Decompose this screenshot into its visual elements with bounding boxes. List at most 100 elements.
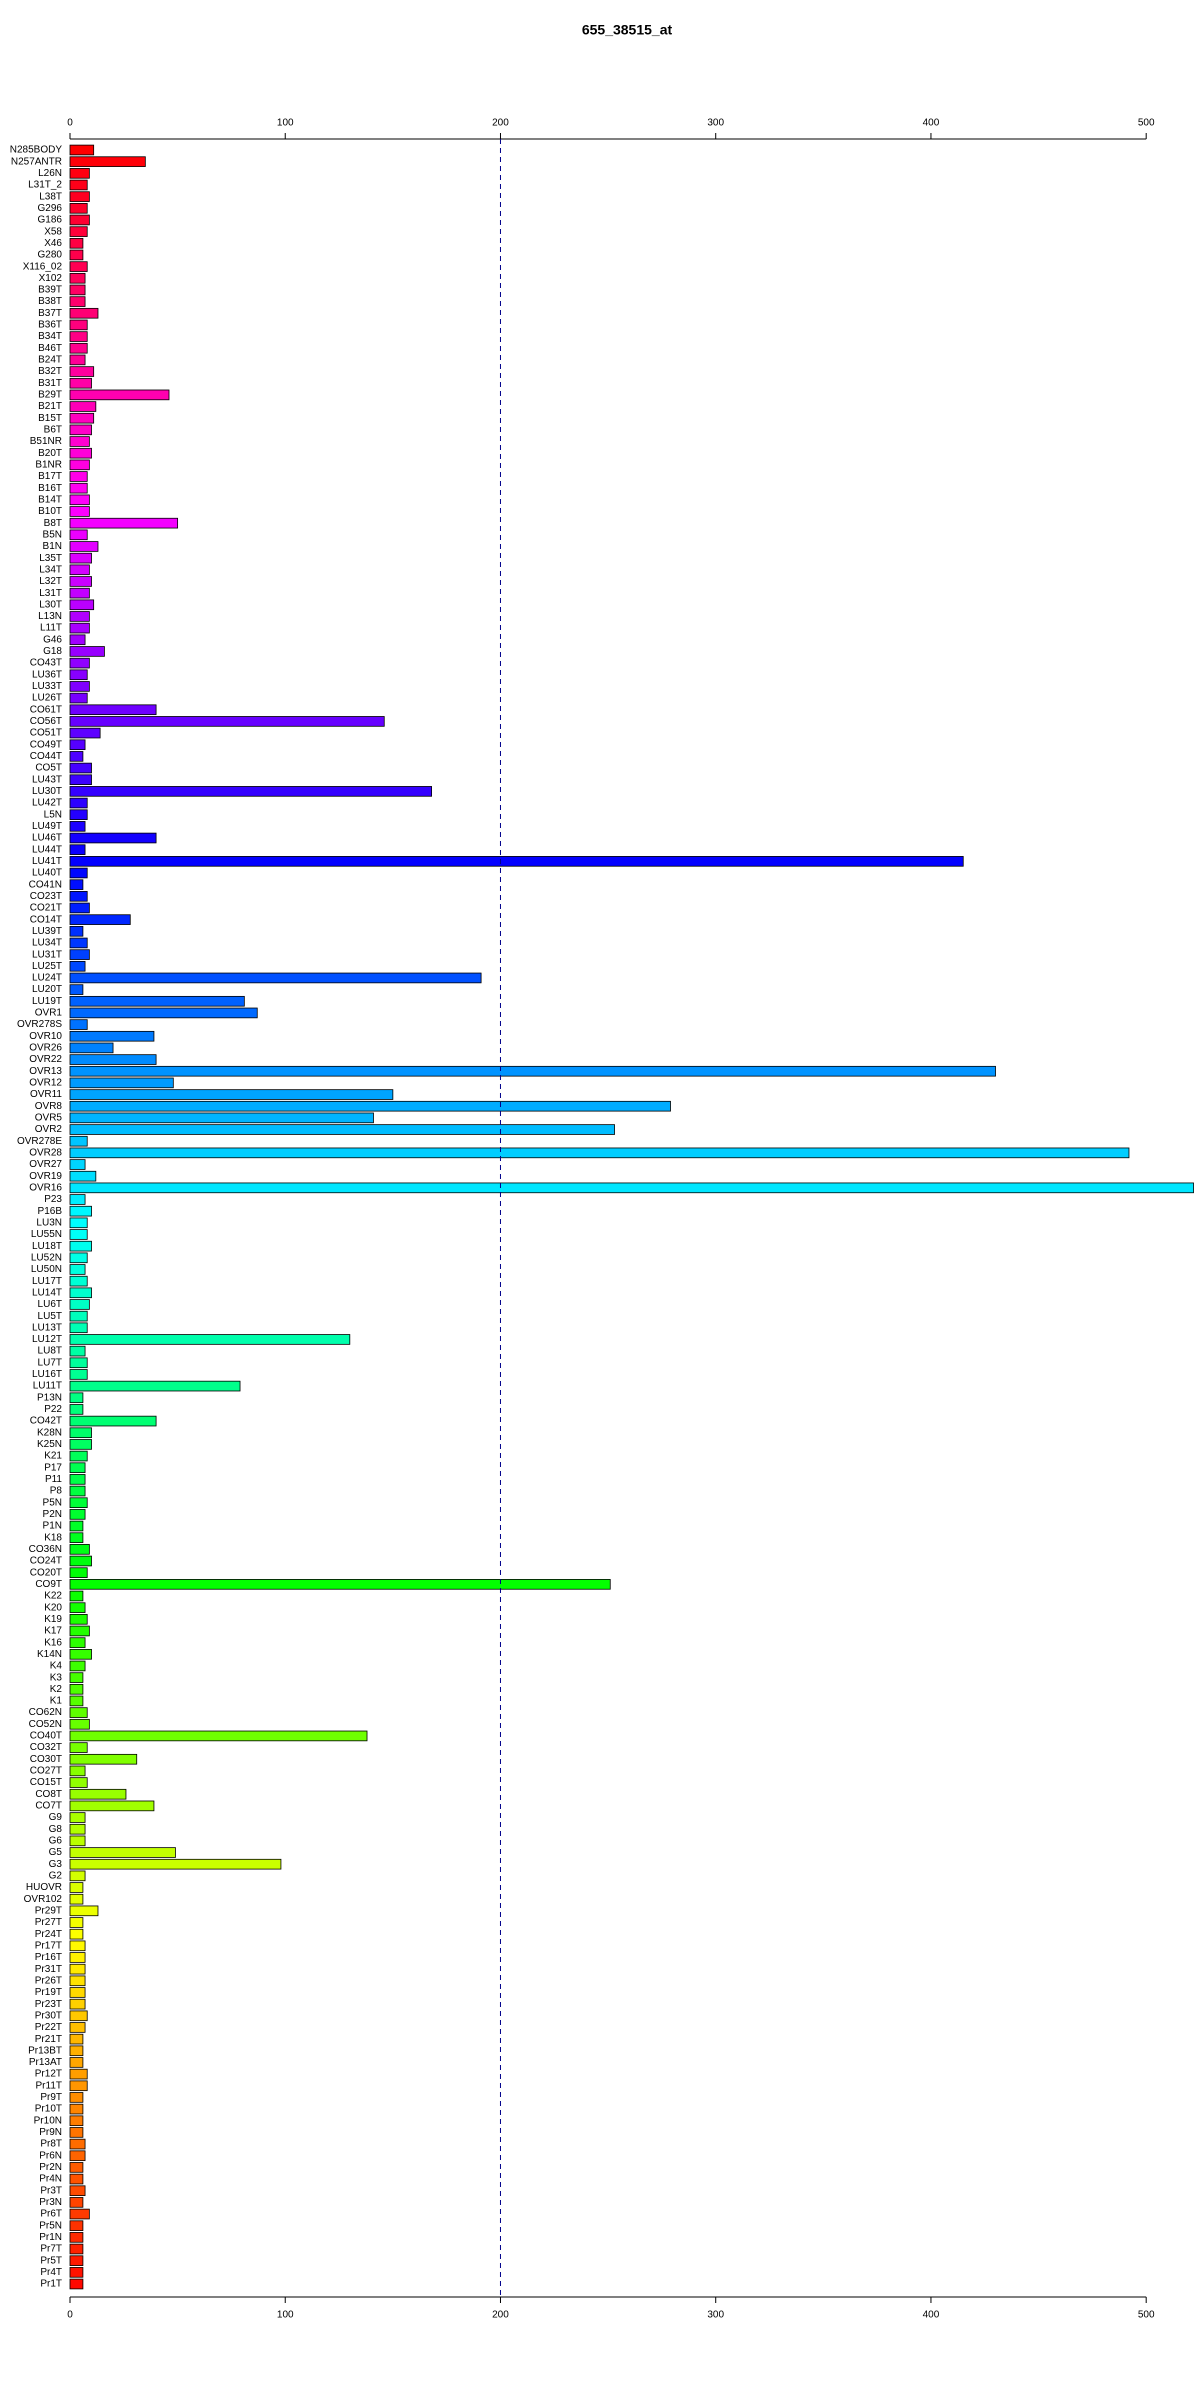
bar <box>69 902 90 914</box>
y-tick-label: CO56T <box>30 716 62 727</box>
y-tick-label: B10T <box>38 506 62 517</box>
bar <box>69 1217 88 1229</box>
y-tick-label: X46 <box>44 238 62 249</box>
y-tick-label: G186 <box>38 215 63 226</box>
bar <box>69 1369 88 1380</box>
chart-title: 655_38515_at <box>582 22 673 38</box>
y-tick-label: Pr27T <box>35 1917 62 1928</box>
bar <box>69 552 92 564</box>
bar <box>69 2150 86 2162</box>
y-tick-label: B5N <box>43 529 62 540</box>
bar <box>69 646 105 657</box>
bar <box>69 669 88 681</box>
bar <box>69 1614 88 1625</box>
bar <box>69 1812 86 1823</box>
y-tick-label: Pr9T <box>40 2092 62 2103</box>
bar <box>69 471 88 482</box>
y-tick-label: OVR19 <box>29 1171 62 1182</box>
bar <box>69 2232 84 2243</box>
y-tick-label: Pr6N <box>39 2150 62 2161</box>
y-tick-label: LU18T <box>32 1241 62 1252</box>
y-tick-label: K22 <box>44 1591 62 1602</box>
y-tick-label: B20T <box>38 448 62 459</box>
y-tick-label: LU43T <box>32 774 62 785</box>
y-tick-label: LU16T <box>32 1369 62 1380</box>
bar <box>69 284 86 296</box>
bar <box>69 1159 86 1170</box>
bar <box>69 1077 174 1089</box>
y-tick-label: LU8T <box>38 1346 62 1357</box>
y-tick-label: L31T_2 <box>28 180 62 191</box>
bar <box>69 972 482 984</box>
bar <box>69 1275 88 1287</box>
y-tick-label: Pr9N <box>39 2127 62 2138</box>
y-tick-label: CO8T <box>35 1789 62 1800</box>
bar <box>69 1917 84 1928</box>
y-tick-label: P17 <box>44 1462 62 1473</box>
bar <box>69 191 90 202</box>
y-tick-label: B51NR <box>30 436 62 447</box>
y-tick-label: G6 <box>49 1836 63 1847</box>
bar <box>69 401 97 412</box>
bar <box>69 261 88 272</box>
y-tick-label: LU31T <box>32 949 62 960</box>
y-tick-label: K16 <box>44 1637 62 1648</box>
bar <box>69 681 90 692</box>
bar <box>69 2243 84 2255</box>
bar <box>69 1462 86 1474</box>
x-tick-label: 100 <box>277 2310 294 2321</box>
bar <box>69 599 95 611</box>
bar <box>69 1357 88 1369</box>
bar <box>69 1718 90 1730</box>
y-tick-label: LU39T <box>32 926 62 937</box>
y-tick-label: Pr13AT <box>29 2057 62 2068</box>
y-tick-label: X102 <box>39 273 63 284</box>
y-tick-label: N257ANTR <box>11 156 62 167</box>
x-tick-label: 0 <box>67 2310 73 2321</box>
x-tick-label: 300 <box>707 118 724 129</box>
bar <box>69 1579 611 1590</box>
bar <box>69 1835 86 1847</box>
bar <box>69 447 92 459</box>
x-tick-label: 200 <box>492 118 509 129</box>
bar <box>69 949 90 960</box>
bar <box>69 1928 84 1940</box>
bar <box>69 1555 92 1567</box>
y-tick-label: L5N <box>44 809 62 820</box>
y-tick-label: LU5T <box>38 1311 62 1322</box>
y-tick-label: L26N <box>38 168 62 179</box>
y-tick-label: Pr30T <box>35 2010 62 2021</box>
bar <box>69 1427 92 1439</box>
bar <box>69 1252 88 1264</box>
bar <box>69 1987 86 1998</box>
y-tick-label: G46 <box>43 634 62 645</box>
y-tick-label: B24T <box>38 355 62 366</box>
y-tick-label: Pr24T <box>35 1929 62 1940</box>
bar <box>69 1998 86 2010</box>
bar <box>69 1089 394 1100</box>
bar <box>69 1800 155 1812</box>
bar <box>69 1660 86 1672</box>
y-tick-label: B34T <box>38 331 62 342</box>
bar <box>69 1240 92 1252</box>
bar <box>69 1474 86 1485</box>
y-tick-label: G8 <box>49 1824 63 1835</box>
bar <box>69 739 86 751</box>
bar <box>69 2220 84 2231</box>
bar <box>69 1567 88 1578</box>
y-tick-label: LU36T <box>32 669 62 680</box>
bar <box>69 506 90 517</box>
y-tick-label: G18 <box>43 646 62 657</box>
bar <box>69 634 86 646</box>
bar <box>69 377 92 389</box>
bar <box>69 412 95 424</box>
bar <box>69 762 92 774</box>
y-tick-label: LU12T <box>32 1334 62 1345</box>
y-tick-label: X58 <box>44 226 62 237</box>
y-tick-label: B1NR <box>35 459 62 470</box>
bar <box>69 1182 1194 1194</box>
bar <box>69 307 99 319</box>
bar <box>69 2092 84 2103</box>
y-tick-label: K20 <box>44 1602 62 1613</box>
y-tick-label: LU13T <box>32 1322 62 1333</box>
